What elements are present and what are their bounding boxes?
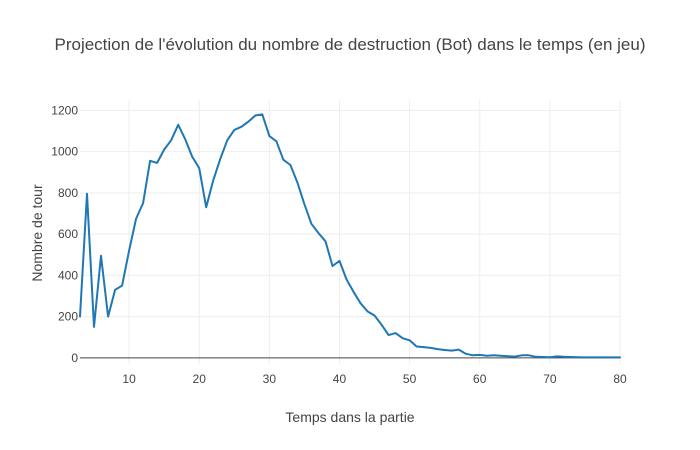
x-axis-title: Temps dans la partie <box>285 409 414 425</box>
x-tick-label: 10 <box>122 372 136 386</box>
y-tick-label: 1000 <box>51 145 78 159</box>
y-tick-label: 200 <box>58 310 78 324</box>
y-tick-label: 1200 <box>51 103 78 117</box>
x-tick-label: 80 <box>613 372 627 386</box>
y-tick-label: 400 <box>58 268 78 282</box>
x-tick-label: 50 <box>403 372 417 386</box>
series-line <box>79 113 621 359</box>
x-tick-label: 30 <box>263 372 277 386</box>
x-tick-label: 20 <box>193 372 207 386</box>
x-tick-label: 70 <box>543 372 557 386</box>
y-axis-title: Nombre de tour <box>29 184 45 282</box>
series-layer <box>79 113 621 359</box>
x-tick-label: 40 <box>333 372 347 386</box>
grid-lines <box>80 100 621 364</box>
x-tick-label: 60 <box>473 372 487 386</box>
y-tick-label: 0 <box>71 351 78 365</box>
y-tick-label: 600 <box>58 227 78 241</box>
y-tick-label: 800 <box>58 186 78 200</box>
chart-title: Projection de l'évolution du nombre de d… <box>54 35 645 54</box>
